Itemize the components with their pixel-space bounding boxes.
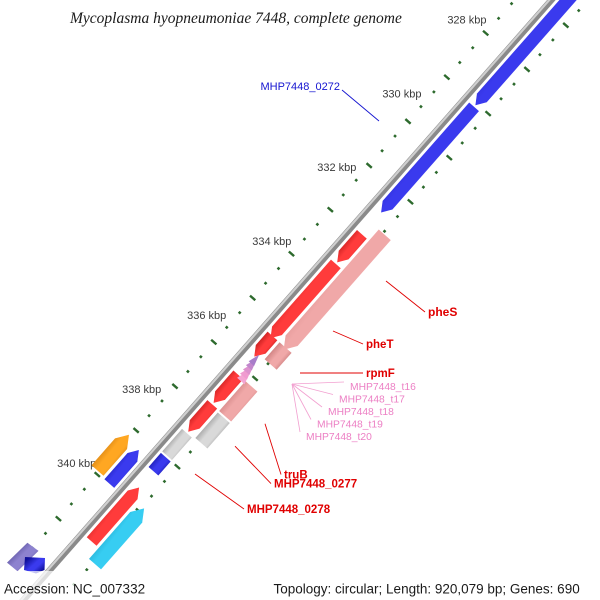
svg-text:334 kbp: 334 kbp — [252, 236, 291, 248]
svg-text:MHP7448_t17: MHP7448_t17 — [339, 395, 405, 406]
svg-text:328 kbp: 328 kbp — [447, 14, 486, 26]
svg-text:Topology: circular; Length: 92: Topology: circular; Length: 920,079 bp; … — [274, 582, 580, 597]
svg-text:330 kbp: 330 kbp — [382, 88, 421, 100]
svg-text:340 kbp: 340 kbp — [57, 458, 96, 470]
svg-text:Mycoplasma hyopneumoniae 7448,: Mycoplasma hyopneumoniae 7448, complete … — [69, 10, 402, 27]
svg-text:MHP7448_t20: MHP7448_t20 — [306, 432, 372, 443]
svg-text:Accession: NC_007332: Accession: NC_007332 — [4, 582, 145, 597]
svg-text:MHP7448_0272: MHP7448_0272 — [260, 81, 340, 93]
svg-text:MHP7448_0277: MHP7448_0277 — [274, 479, 357, 491]
svg-text:336 kbp: 336 kbp — [187, 310, 226, 322]
svg-text:rpmF: rpmF — [366, 368, 395, 380]
svg-text:MHP7448_t16: MHP7448_t16 — [350, 382, 416, 393]
svg-text:pheS: pheS — [428, 305, 457, 319]
svg-text:pheT: pheT — [366, 339, 393, 351]
svg-text:332 kbp: 332 kbp — [317, 162, 356, 174]
svg-text:MHP7448_t18: MHP7448_t18 — [328, 407, 394, 418]
svg-text:MHP7448_t19: MHP7448_t19 — [317, 420, 383, 431]
svg-text:MHP7448_0278: MHP7448_0278 — [247, 504, 331, 516]
svg-text:338 kbp: 338 kbp — [122, 384, 161, 396]
